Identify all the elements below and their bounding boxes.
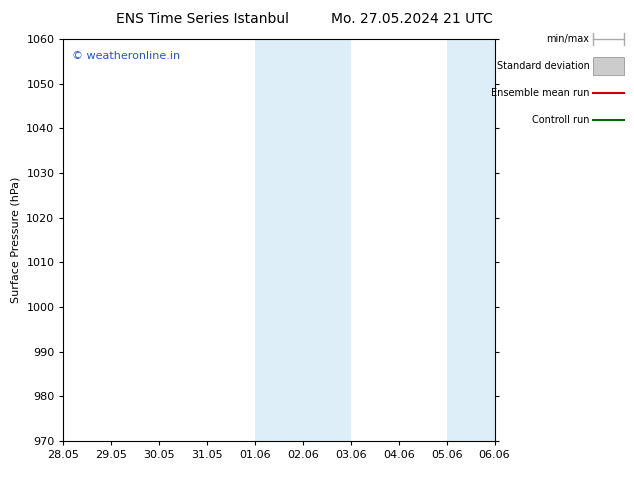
Text: Standard deviation: Standard deviation <box>497 61 590 71</box>
Y-axis label: Surface Pressure (hPa): Surface Pressure (hPa) <box>11 177 21 303</box>
Text: min/max: min/max <box>547 34 590 44</box>
Text: Ensemble mean run: Ensemble mean run <box>491 88 590 98</box>
Text: ENS Time Series Istanbul: ENS Time Series Istanbul <box>117 12 289 26</box>
Text: Controll run: Controll run <box>532 115 590 125</box>
Text: © weatheronline.in: © weatheronline.in <box>72 51 180 61</box>
Text: Mo. 27.05.2024 21 UTC: Mo. 27.05.2024 21 UTC <box>331 12 493 26</box>
Bar <box>255 39 351 441</box>
Bar <box>446 39 495 441</box>
